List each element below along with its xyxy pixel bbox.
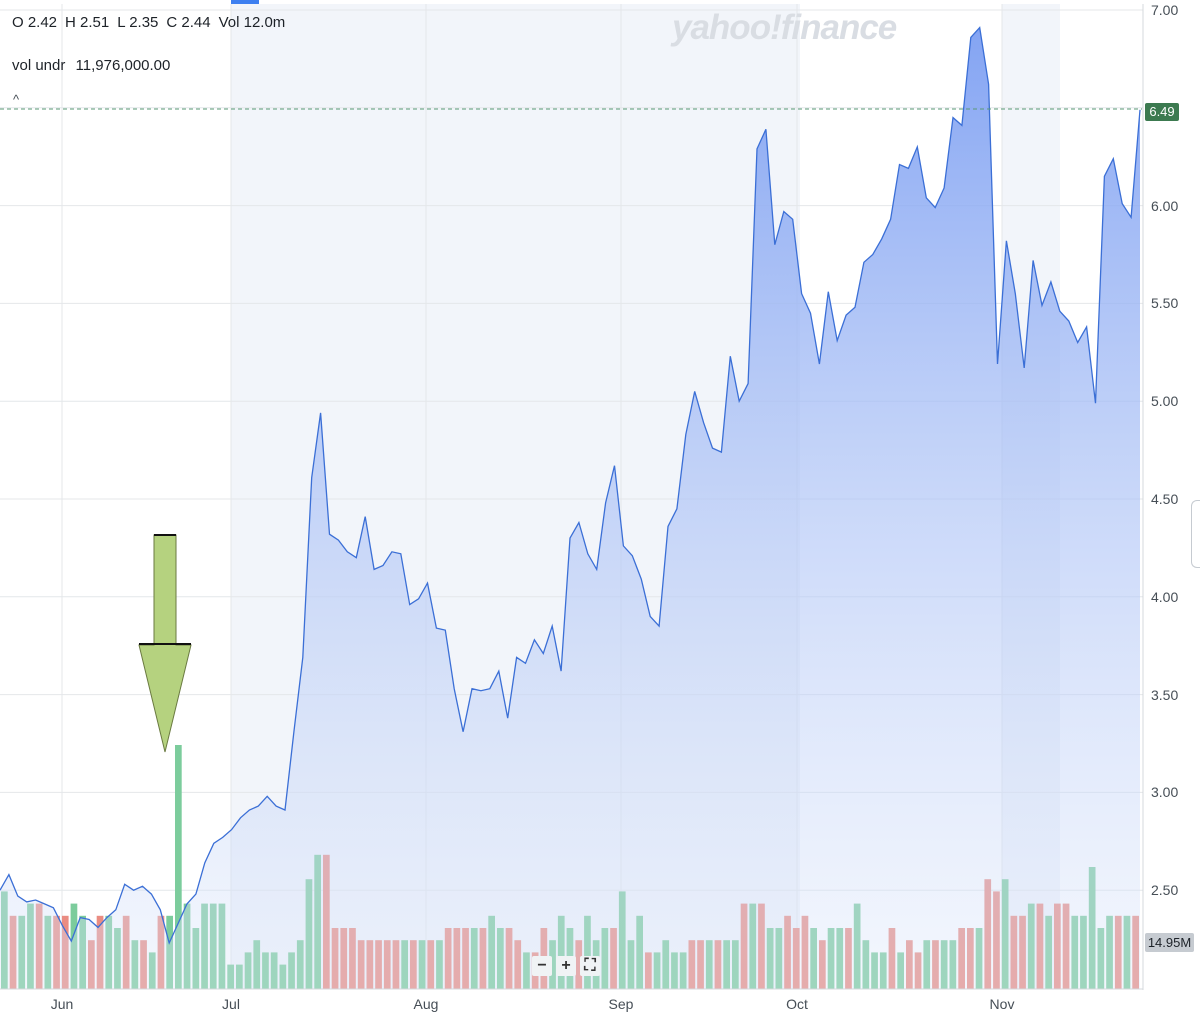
vol-undr-label: vol undr — [12, 57, 66, 74]
volume-bar — [175, 745, 182, 989]
low-value: L 2.35 — [117, 14, 159, 31]
ohlc-readout: O 2.42 H 2.51 L 2.35 C 2.44 Vol 12.0m — [12, 14, 293, 31]
y-tick-label: 4.50 — [1151, 491, 1179, 507]
volume-badge: 14.95M — [1145, 933, 1194, 952]
x-tick-label: Nov — [989, 996, 1015, 1012]
x-tick-label: Oct — [786, 996, 808, 1012]
y-tick-label: 5.00 — [1151, 393, 1179, 410]
yahoo-finance-watermark: yahoo!finance — [672, 8, 897, 47]
zoom-out-button[interactable]: − — [532, 956, 552, 976]
y-tick-label: 5.50 — [1151, 295, 1179, 312]
y-tick-label: 4.00 — [1151, 588, 1179, 605]
open-value: O 2.42 — [12, 14, 58, 31]
last-price-badge: 6.49 — [1145, 103, 1179, 121]
fullscreen-icon[interactable]: ⛶ — [580, 956, 600, 976]
y-tick-label: 2.50 — [1151, 882, 1179, 899]
down-arrow-annotation — [138, 534, 192, 753]
vol-undr-value: 11,976,000.00 — [75, 57, 171, 74]
zoom-controls: − + ⛶ — [532, 956, 600, 976]
x-tick-label: Jun — [50, 996, 74, 1012]
price-area — [0, 27, 1140, 990]
y-tick-label: 7.00 — [1151, 2, 1179, 18]
x-tick-label: Sep — [608, 996, 634, 1012]
close-value: C 2.44 — [166, 14, 211, 31]
volume-underlay-readout: vol undr 11,976,000.00 — [12, 57, 176, 74]
y-tick-label: 3.50 — [1151, 686, 1179, 703]
y-tick-label: 3.00 — [1151, 784, 1179, 801]
volume-value: Vol 12.0m — [218, 14, 286, 31]
scroll-handle[interactable] — [1191, 500, 1200, 568]
collapse-icon[interactable]: ^ — [13, 92, 20, 107]
zoom-in-button[interactable]: + — [556, 956, 576, 976]
high-value: H 2.51 — [65, 14, 110, 31]
x-tick-label: Aug — [413, 996, 439, 1012]
x-tick-label: Jul — [222, 996, 240, 1012]
y-tick-label: 6.00 — [1151, 197, 1179, 214]
price-line — [0, 26, 1141, 945]
active-tab-indicator — [231, 0, 259, 4]
